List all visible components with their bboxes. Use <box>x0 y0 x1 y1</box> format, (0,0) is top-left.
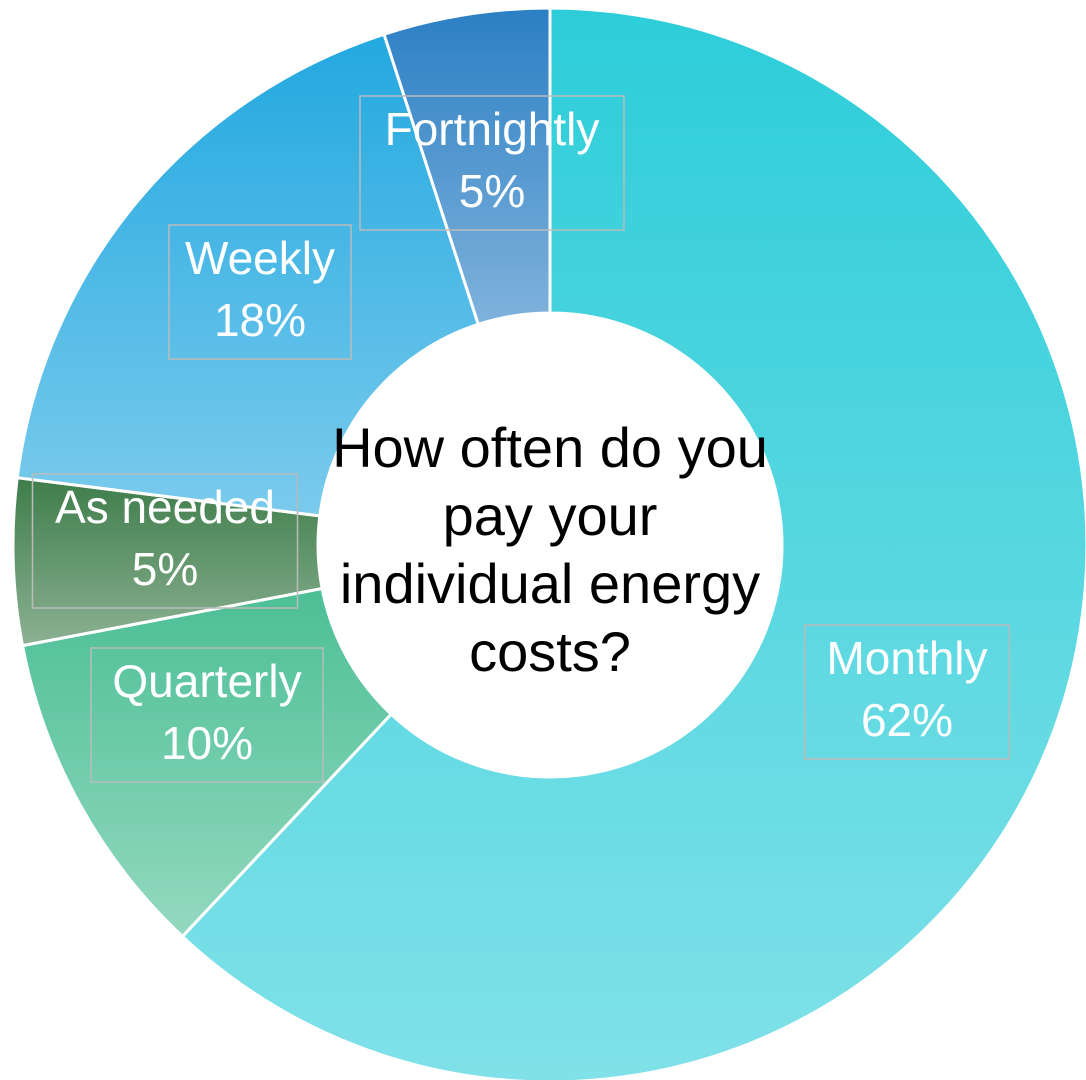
category-label: As needed <box>55 481 275 533</box>
value-label: 5% <box>459 165 525 217</box>
label-box <box>168 224 352 360</box>
label-box <box>359 95 625 231</box>
category-label: Quarterly <box>112 655 301 707</box>
category-label: Fortnightly <box>385 103 600 155</box>
value-label: 18% <box>214 294 306 346</box>
value-label: 5% <box>132 543 198 595</box>
value-label: 10% <box>161 717 253 769</box>
category-label: Weekly <box>185 232 335 284</box>
chart-title: How often do you pay your individual ene… <box>332 416 768 683</box>
label-box <box>31 473 299 609</box>
donut-segment <box>15 32 481 518</box>
category-label: Monthly <box>826 632 987 684</box>
donut-segment <box>20 586 394 939</box>
donut-segment <box>180 6 1086 1080</box>
label-box <box>803 624 1011 760</box>
value-label: 62% <box>861 694 953 746</box>
donut-segment <box>382 6 552 327</box>
label-box <box>90 647 324 783</box>
